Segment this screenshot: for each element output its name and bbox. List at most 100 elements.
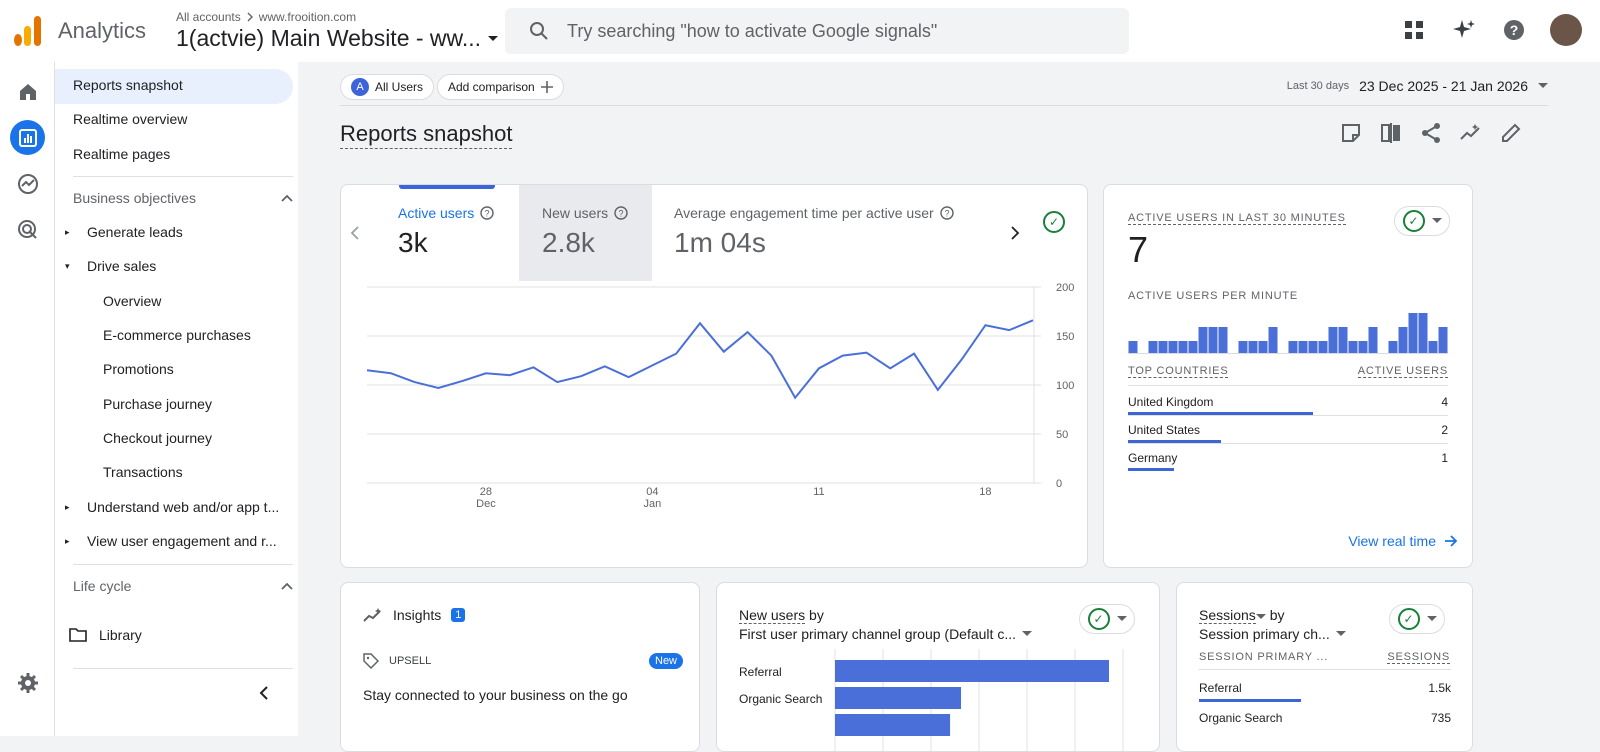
user-avatar[interactable] — [1550, 14, 1582, 46]
nav-understand-web[interactable]: ▸ Understand web and/or app t... — [65, 499, 279, 515]
advertising-icon[interactable] — [10, 212, 45, 247]
nav-overview[interactable]: Overview — [103, 293, 162, 309]
explore-icon[interactable] — [10, 166, 45, 201]
nav-realtime-pages[interactable]: Realtime pages — [73, 146, 171, 162]
nav-promotions[interactable]: Promotions — [103, 361, 174, 377]
add-comparison-button[interactable]: Add comparison — [437, 74, 564, 100]
country-value: 2 — [1441, 423, 1448, 437]
view-real-time-link[interactable]: View real time — [1348, 533, 1458, 549]
home-icon[interactable] — [10, 74, 45, 109]
dimension-selector[interactable]: Session primary ch... — [1199, 626, 1346, 642]
date-range-picker[interactable]: Last 30 days 23 Dec 2025 - 21 Jan 2026 — [1287, 78, 1548, 94]
nav-realtime-overview[interactable]: Realtime overview — [73, 111, 188, 127]
nav-generate-leads-label: Generate leads — [87, 224, 183, 240]
section-business-objectives[interactable]: Business objectives — [73, 190, 293, 206]
nav-user-engagement[interactable]: ▸ View user engagement and r... — [65, 533, 277, 549]
top-bar: Analytics All accounts www.frooition.com… — [0, 0, 1600, 62]
minute-bar — [1428, 341, 1438, 353]
insight-text[interactable]: Stay connected to your business on the g… — [363, 687, 628, 703]
insights-sparkline-icon[interactable] — [1460, 122, 1482, 144]
metric-tab-active-users[interactable]: Active users ? 3k — [398, 185, 518, 281]
nav-purchase-journey[interactable]: Purchase journey — [103, 396, 212, 412]
realtime-options[interactable]: ✓ — [1394, 206, 1450, 236]
nav-reports-snapshot[interactable]: Reports snapshot — [73, 77, 183, 93]
card-title-metric: New users — [739, 607, 806, 624]
settings-gear-icon[interactable] — [10, 665, 45, 700]
help-circle-icon[interactable]: ? — [614, 206, 628, 220]
country-share-bar — [1128, 468, 1175, 471]
search-bar[interactable]: Try searching "how to activate Google si… — [505, 8, 1129, 54]
analytics-logo[interactable] — [14, 16, 42, 46]
session-row[interactable]: Referral 1.5k — [1199, 681, 1451, 695]
expand-arrow-icon: ▸ — [65, 226, 70, 237]
dropdown-arrow-icon — [1426, 616, 1437, 621]
section-life-cycle[interactable]: Life cycle — [73, 578, 293, 594]
apps-grid-icon[interactable] — [1400, 16, 1428, 44]
dropdown-arrow-icon[interactable] — [1255, 614, 1266, 620]
country-row[interactable]: United Kingdom 4 — [1128, 395, 1448, 409]
nav-drive-sales[interactable]: ▾ Drive sales — [65, 258, 156, 274]
nav-ecommerce-purchases[interactable]: E-commerce purchases — [103, 327, 251, 343]
nav-transactions[interactable]: Transactions — [103, 464, 183, 480]
metric-value: 1m 04s — [674, 227, 766, 258]
notes-icon[interactable] — [1340, 122, 1362, 144]
y-tick-label: 0 — [1056, 478, 1062, 490]
session-row[interactable]: Organic Search 735 — [1199, 711, 1451, 725]
nav-library-label: Library — [99, 627, 142, 643]
nav-checkout-journey[interactable]: Checkout journey — [103, 430, 212, 446]
session-share-bar — [1199, 699, 1301, 702]
svg-text:?: ? — [1510, 22, 1519, 38]
edit-pencil-icon[interactable] — [1500, 122, 1522, 144]
metric-tab-new-users[interactable]: New users ? 2.8k — [519, 185, 652, 281]
session-row-value: 735 — [1430, 711, 1451, 725]
y-tick-label: 200 — [1056, 282, 1074, 294]
chevron-left-icon[interactable] — [349, 225, 361, 246]
chip-label: All Users — [375, 80, 424, 94]
card-options[interactable]: ✓ — [1389, 604, 1445, 634]
collapse-nav-icon[interactable] — [258, 686, 270, 705]
check-circle-icon[interactable]: ✓ — [1043, 211, 1065, 233]
x-tick-label: 11 — [813, 486, 824, 498]
row-divider — [1128, 443, 1448, 444]
nav-generate-leads[interactable]: ▸ Generate leads — [65, 224, 183, 240]
minute-bar — [1268, 327, 1278, 353]
row-divider — [1199, 669, 1451, 670]
help-circle-icon[interactable]: ? — [480, 206, 494, 220]
sessions-card: Sessions by Session primary ch... ✓ SESS… — [1176, 582, 1473, 752]
help-circle-icon[interactable]: ? — [939, 206, 954, 220]
country-share-bar — [1128, 440, 1221, 443]
share-icon[interactable] — [1420, 122, 1442, 144]
help-icon[interactable]: ? — [1500, 16, 1528, 44]
reports-icon[interactable] — [10, 120, 45, 155]
breadcrumb-accounts[interactable]: All accounts — [176, 10, 241, 24]
compare-icon[interactable] — [1380, 122, 1402, 144]
card-options[interactable]: ✓ — [1079, 604, 1135, 634]
active-tab-indicator — [399, 185, 495, 189]
nav-drive-sales-label: Drive sales — [87, 258, 157, 274]
dimension-selector[interactable]: First user primary channel group (Defaul… — [739, 626, 1032, 642]
breadcrumb-domain[interactable]: www.frooition.com — [258, 10, 357, 24]
country-row[interactable]: United States 2 — [1128, 423, 1448, 437]
property-selector[interactable]: 1(actvie) Main Website - ww... — [176, 25, 499, 52]
minute-bar — [1418, 313, 1428, 353]
realtime-card: ACTIVE USERS IN LAST 30 MINUTES ✓ 7 ACTI… — [1103, 184, 1473, 568]
all-users-chip[interactable]: A All Users — [340, 74, 435, 100]
nav-library[interactable]: Library — [69, 627, 142, 643]
col-sessions: SESSIONS — [1387, 651, 1450, 664]
card-title-by: by — [1269, 607, 1285, 623]
dropdown-arrow-icon — [1116, 616, 1127, 621]
dropdown-arrow-icon — [488, 35, 499, 41]
col-countries: TOP COUNTRIES — [1128, 365, 1229, 378]
side-nav: Reports snapshot Realtime overview Realt… — [55, 62, 298, 736]
sparkle-icon[interactable] — [1450, 16, 1478, 44]
account-breadcrumb[interactable]: All accounts www.frooition.com — [176, 10, 356, 24]
dropdown-arrow-icon — [1022, 631, 1032, 636]
country-row[interactable]: Germany 1 — [1128, 451, 1448, 465]
country-name: United Kingdom — [1128, 395, 1214, 409]
chevron-right-icon[interactable] — [1009, 225, 1021, 246]
minute-bar — [1298, 341, 1308, 353]
metric-value: 3k — [398, 227, 428, 258]
metric-tab-engagement-time[interactable]: Average engagement time per active user … — [674, 185, 974, 281]
page-title: Reports snapshot — [340, 121, 513, 149]
country-value: 4 — [1441, 395, 1448, 409]
